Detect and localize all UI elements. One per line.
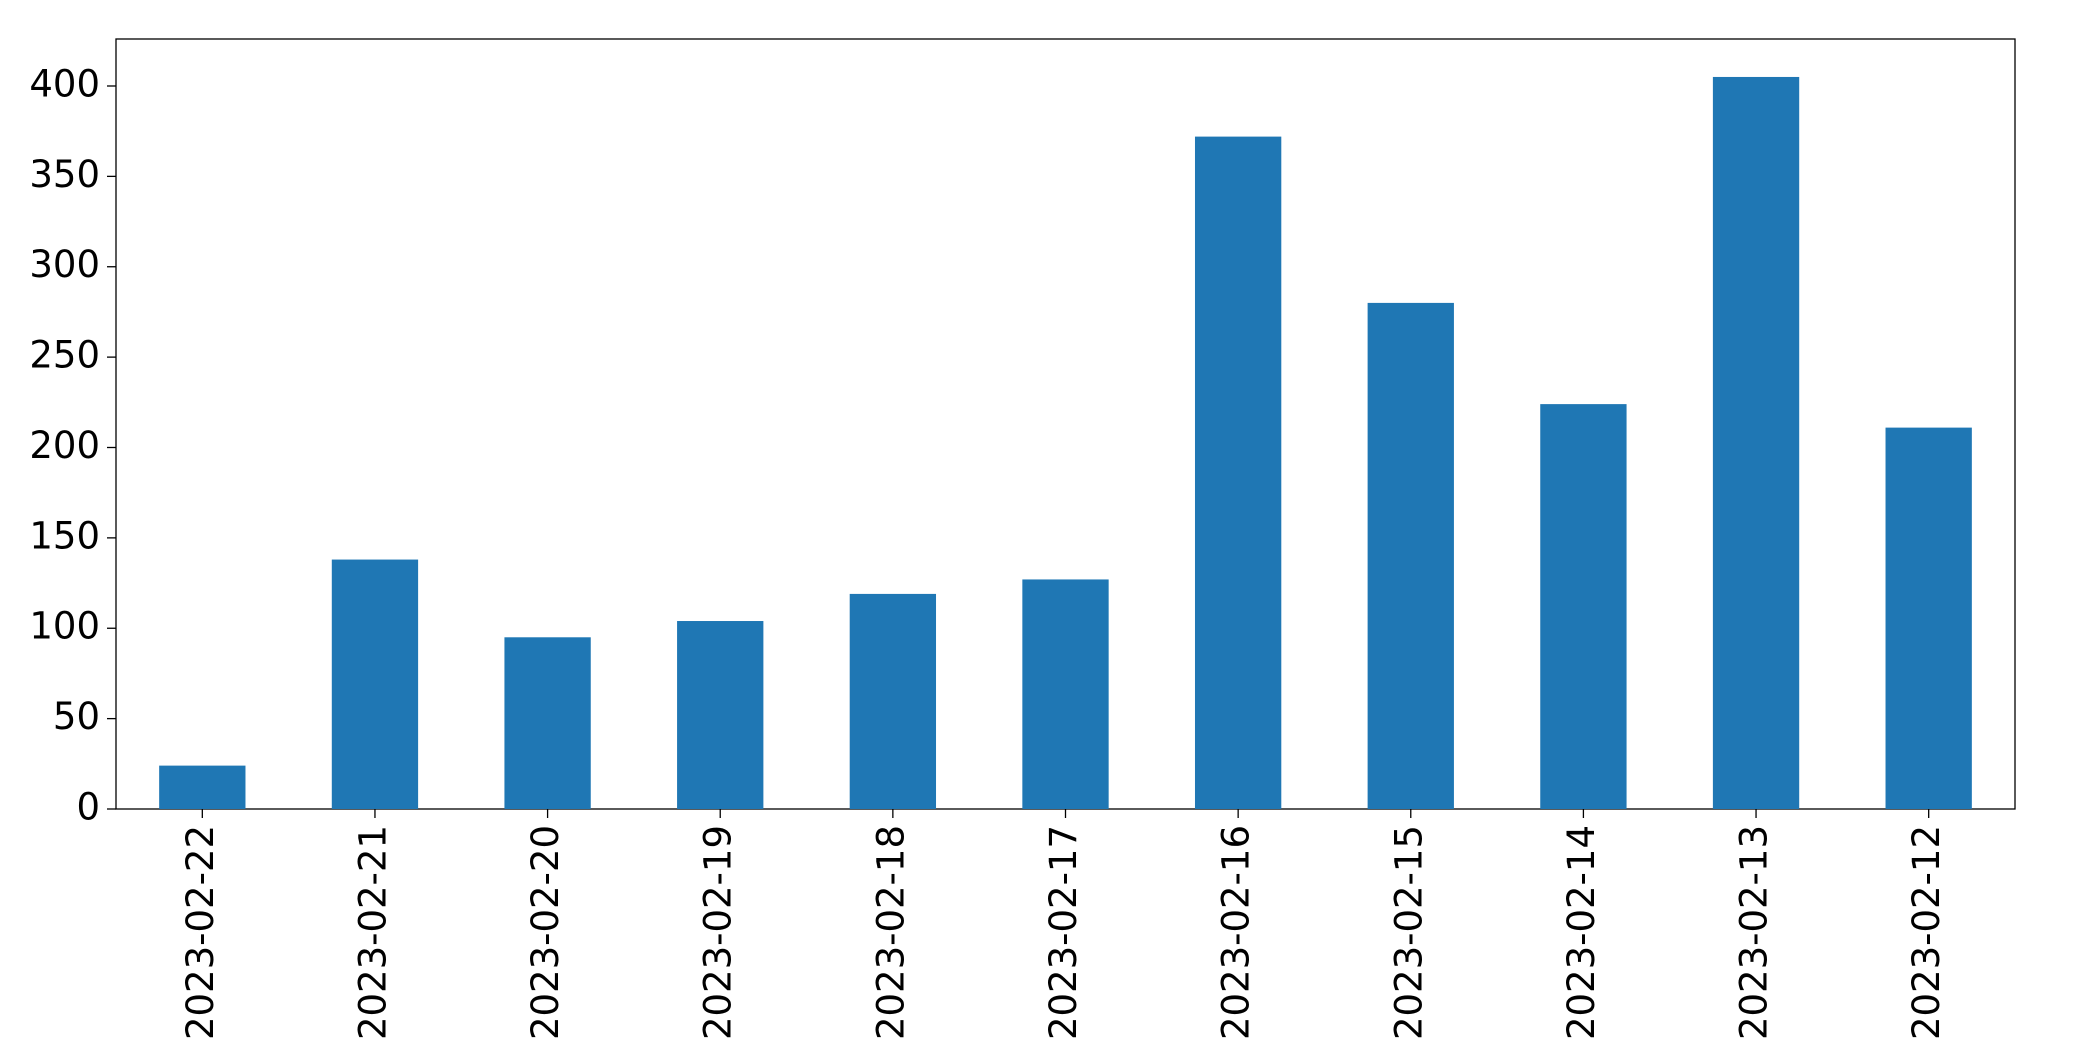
x-tick-label: 2023-02-19 bbox=[697, 825, 740, 1040]
y-tick-label: 200 bbox=[29, 424, 100, 467]
bar bbox=[504, 637, 591, 809]
x-tick-label: 2023-02-15 bbox=[1387, 825, 1430, 1040]
y-tick-label: 150 bbox=[29, 514, 100, 557]
y-tick-label: 50 bbox=[53, 695, 100, 738]
bar bbox=[1712, 76, 1800, 809]
x-tick-label: 2023-02-13 bbox=[1733, 825, 1776, 1040]
x-tick-label: 2023-02-16 bbox=[1215, 825, 1258, 1040]
x-tick-label: 2023-02-21 bbox=[351, 825, 394, 1040]
bar bbox=[1540, 404, 1627, 809]
x-tick-label: 2023-02-22 bbox=[179, 825, 222, 1040]
bar bbox=[1367, 302, 1454, 809]
y-tick-label: 0 bbox=[76, 786, 100, 829]
bar bbox=[677, 621, 764, 809]
y-tick-label: 350 bbox=[29, 153, 100, 196]
y-tick-label: 400 bbox=[29, 62, 100, 105]
y-tick-label: 100 bbox=[29, 605, 100, 648]
bar bbox=[1194, 136, 1282, 809]
bar bbox=[159, 765, 246, 809]
bar bbox=[1885, 427, 1972, 809]
x-tick-label: 2023-02-18 bbox=[869, 825, 912, 1040]
x-tick-label: 2023-02-12 bbox=[1905, 825, 1948, 1040]
bar bbox=[1022, 579, 1109, 809]
x-tick-label: 2023-02-17 bbox=[1042, 825, 1085, 1040]
y-tick-label: 300 bbox=[29, 243, 100, 286]
bar bbox=[849, 593, 937, 809]
x-tick-label: 2023-02-14 bbox=[1560, 825, 1603, 1040]
bar bbox=[331, 559, 419, 809]
y-tick-label: 250 bbox=[29, 334, 100, 377]
x-tick-label: 2023-02-20 bbox=[524, 825, 567, 1040]
